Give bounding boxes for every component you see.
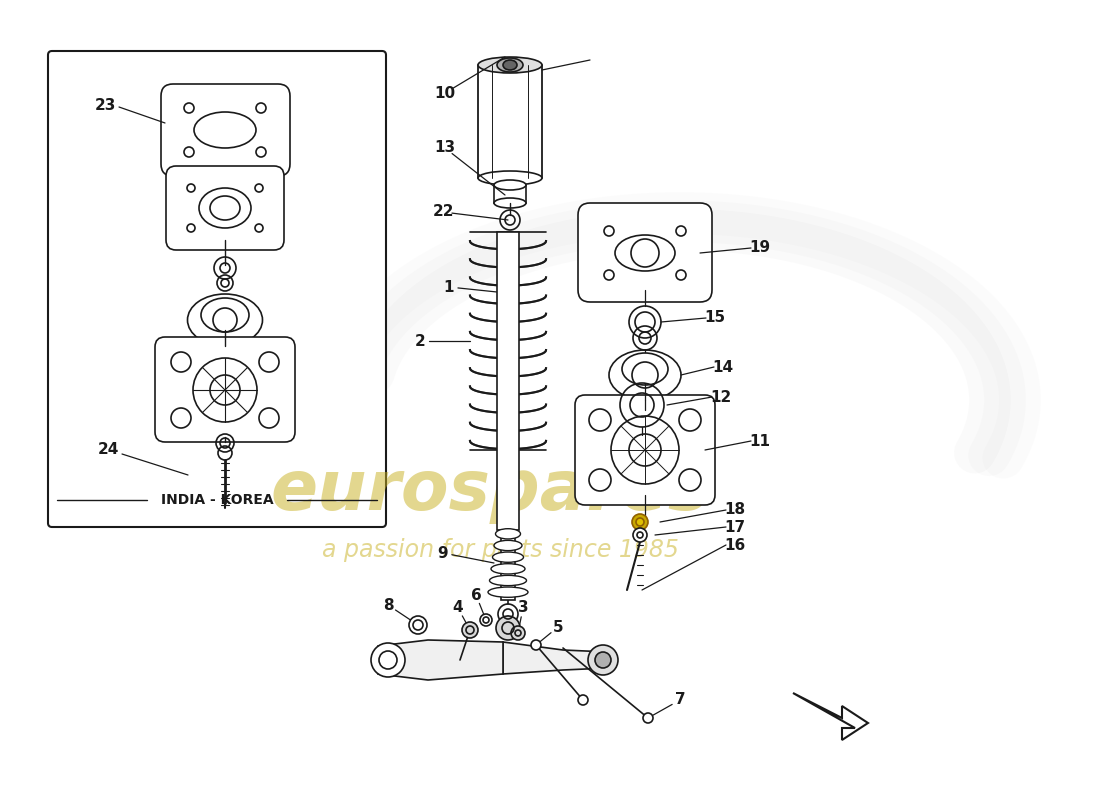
Circle shape — [255, 224, 263, 232]
Circle shape — [256, 103, 266, 113]
Text: 1: 1 — [443, 279, 454, 294]
FancyBboxPatch shape — [155, 337, 295, 442]
Text: 13: 13 — [434, 141, 455, 155]
Text: a passion for parts since 1985: a passion for parts since 1985 — [321, 538, 679, 562]
Circle shape — [170, 408, 191, 428]
Circle shape — [409, 616, 427, 634]
Circle shape — [632, 514, 648, 530]
Ellipse shape — [494, 540, 522, 550]
Circle shape — [676, 226, 686, 236]
Circle shape — [258, 408, 279, 428]
Bar — [497, 232, 519, 530]
Text: 6: 6 — [471, 587, 482, 602]
Circle shape — [187, 224, 195, 232]
Circle shape — [184, 147, 194, 157]
Circle shape — [588, 469, 610, 491]
Ellipse shape — [210, 196, 240, 220]
Circle shape — [371, 643, 405, 677]
Circle shape — [462, 622, 478, 638]
Circle shape — [588, 645, 618, 675]
Text: 23: 23 — [95, 98, 116, 113]
Ellipse shape — [621, 353, 668, 385]
Text: 5: 5 — [552, 619, 563, 634]
Text: INDIA - KOREA: INDIA - KOREA — [161, 493, 273, 507]
Circle shape — [256, 147, 266, 157]
Bar — [500, 530, 515, 600]
FancyBboxPatch shape — [575, 395, 715, 505]
Ellipse shape — [199, 188, 251, 228]
Polygon shape — [793, 693, 868, 740]
Ellipse shape — [615, 235, 675, 271]
Text: 7: 7 — [674, 693, 685, 707]
Polygon shape — [503, 642, 608, 674]
Text: 22: 22 — [432, 205, 453, 219]
Text: 24: 24 — [97, 442, 119, 458]
Text: 15: 15 — [704, 310, 726, 326]
Circle shape — [679, 409, 701, 431]
Ellipse shape — [494, 198, 526, 208]
Ellipse shape — [493, 552, 524, 562]
Ellipse shape — [488, 587, 528, 598]
Circle shape — [255, 184, 263, 192]
Ellipse shape — [187, 294, 263, 346]
Circle shape — [604, 226, 614, 236]
Circle shape — [578, 695, 588, 705]
Ellipse shape — [478, 171, 542, 185]
Ellipse shape — [503, 60, 517, 70]
Text: 2: 2 — [415, 334, 426, 349]
Circle shape — [184, 103, 194, 113]
Text: 12: 12 — [711, 390, 732, 405]
Text: 4: 4 — [453, 601, 463, 615]
Circle shape — [644, 713, 653, 723]
Ellipse shape — [491, 564, 525, 574]
Text: 11: 11 — [749, 434, 770, 449]
Circle shape — [187, 184, 195, 192]
Circle shape — [512, 626, 525, 640]
Text: 10: 10 — [434, 86, 455, 101]
Text: 17: 17 — [725, 519, 746, 534]
Ellipse shape — [194, 112, 256, 148]
Ellipse shape — [495, 529, 520, 539]
Text: 9: 9 — [438, 546, 449, 561]
Ellipse shape — [497, 58, 522, 72]
Text: eurospares: eurospares — [271, 457, 710, 523]
Text: 3: 3 — [518, 601, 528, 615]
Circle shape — [258, 352, 279, 372]
Ellipse shape — [609, 350, 681, 400]
Text: 14: 14 — [713, 359, 734, 374]
Circle shape — [595, 652, 610, 668]
Circle shape — [480, 614, 492, 626]
FancyBboxPatch shape — [48, 51, 386, 527]
Circle shape — [170, 352, 191, 372]
Text: 8: 8 — [383, 598, 394, 613]
Text: 18: 18 — [725, 502, 746, 518]
Circle shape — [636, 518, 644, 526]
Circle shape — [604, 270, 614, 280]
Ellipse shape — [478, 57, 542, 73]
FancyBboxPatch shape — [161, 84, 290, 176]
Ellipse shape — [494, 180, 526, 190]
Polygon shape — [378, 640, 503, 680]
Circle shape — [632, 528, 647, 542]
Circle shape — [496, 616, 520, 640]
Circle shape — [679, 469, 701, 491]
Ellipse shape — [201, 298, 249, 332]
Text: 16: 16 — [725, 538, 746, 553]
Circle shape — [531, 640, 541, 650]
FancyBboxPatch shape — [166, 166, 284, 250]
Bar — [494, 185, 526, 203]
Circle shape — [676, 270, 686, 280]
Text: 19: 19 — [749, 241, 771, 255]
Circle shape — [379, 651, 397, 669]
Circle shape — [588, 409, 610, 431]
Ellipse shape — [490, 575, 527, 586]
FancyBboxPatch shape — [578, 203, 712, 302]
